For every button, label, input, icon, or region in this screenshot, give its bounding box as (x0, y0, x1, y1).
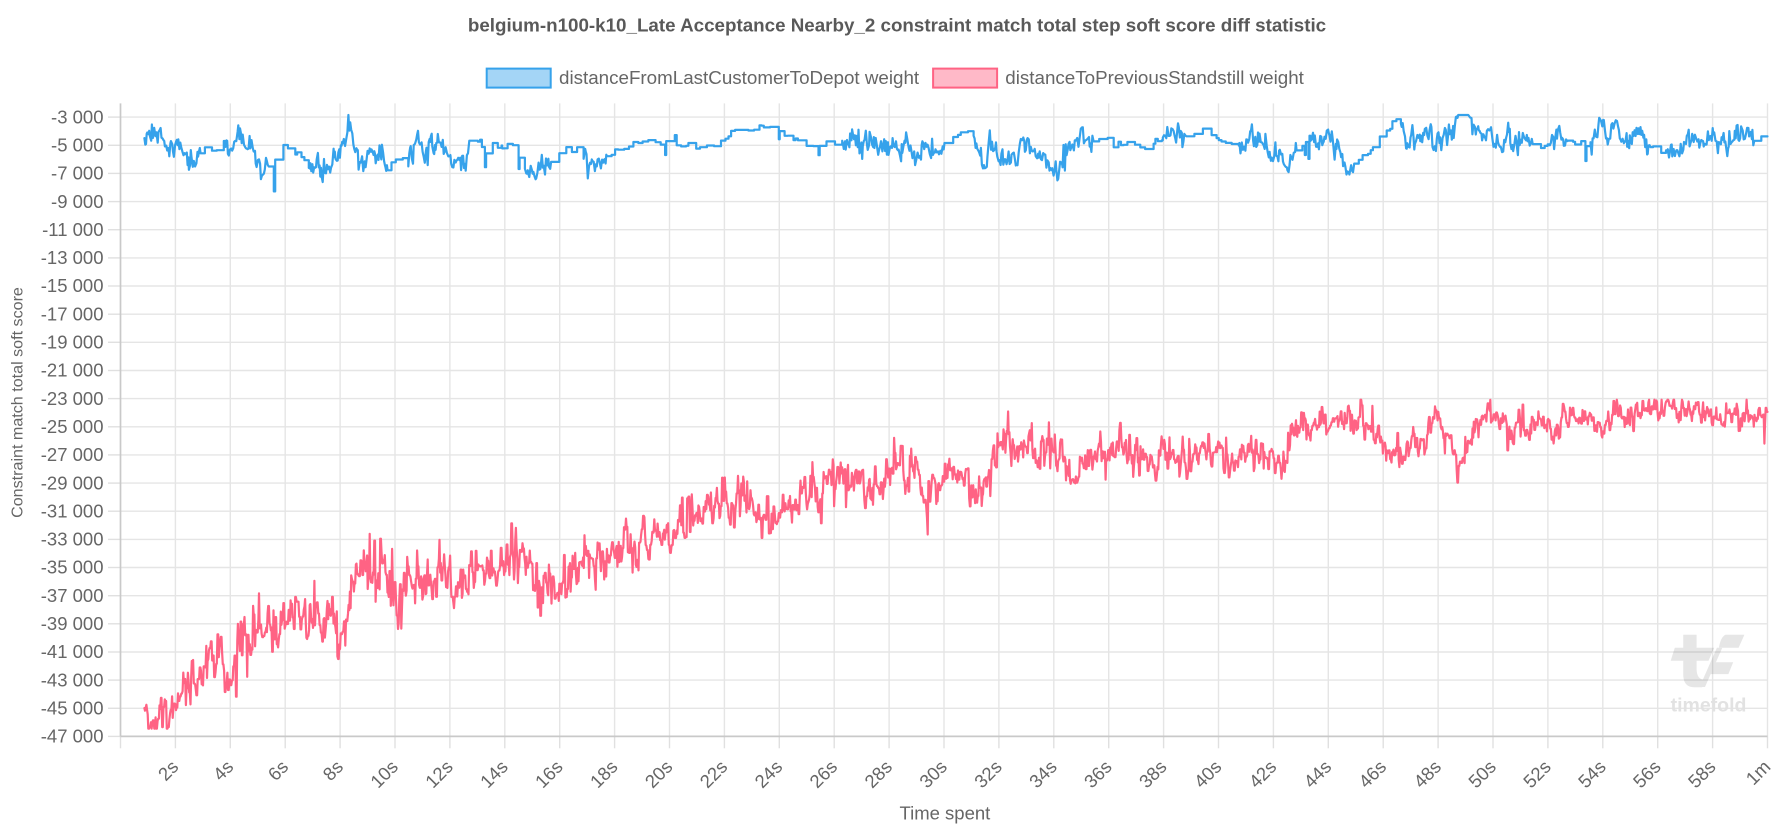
svg-text:distanceToPreviousStandstill w: distanceToPreviousStandstill weight (1005, 67, 1304, 88)
svg-text:-31 000: -31 000 (41, 500, 104, 521)
svg-text:distanceFromLastCustomerToDepo: distanceFromLastCustomerToDepot weight (559, 67, 920, 88)
svg-text:-35 000: -35 000 (41, 557, 104, 578)
svg-text:-9 000: -9 000 (51, 191, 103, 212)
svg-text:-15 000: -15 000 (41, 275, 104, 296)
svg-text:-21 000: -21 000 (41, 360, 104, 381)
svg-text:Time spent: Time spent (899, 803, 990, 824)
svg-text:timefold: timefold (1671, 695, 1747, 717)
svg-text:-39 000: -39 000 (41, 613, 104, 634)
svg-text:-33 000: -33 000 (41, 529, 104, 550)
svg-text:-27 000: -27 000 (41, 444, 104, 465)
svg-text:-19 000: -19 000 (41, 332, 104, 353)
svg-text:-7 000: -7 000 (51, 163, 103, 184)
svg-text:Constraint match total soft sc: Constraint match total soft score (9, 287, 27, 518)
svg-text:-13 000: -13 000 (41, 247, 104, 268)
svg-text:-17 000: -17 000 (41, 303, 104, 324)
svg-text:-41 000: -41 000 (41, 641, 104, 662)
svg-text:-47 000: -47 000 (41, 726, 104, 747)
svg-text:-45 000: -45 000 (41, 698, 104, 719)
svg-text:-25 000: -25 000 (41, 416, 104, 437)
svg-text:-29 000: -29 000 (41, 472, 104, 493)
svg-text:-37 000: -37 000 (41, 585, 104, 606)
svg-text:belgium-n100-k10_Late Acceptan: belgium-n100-k10_Late Acceptance Nearby_… (468, 15, 1326, 36)
svg-text:-3 000: -3 000 (51, 106, 103, 127)
svg-text:-11 000: -11 000 (42, 219, 103, 240)
svg-text:-23 000: -23 000 (41, 388, 104, 409)
svg-text:-5 000: -5 000 (51, 135, 103, 156)
svg-text:-43 000: -43 000 (41, 669, 104, 690)
